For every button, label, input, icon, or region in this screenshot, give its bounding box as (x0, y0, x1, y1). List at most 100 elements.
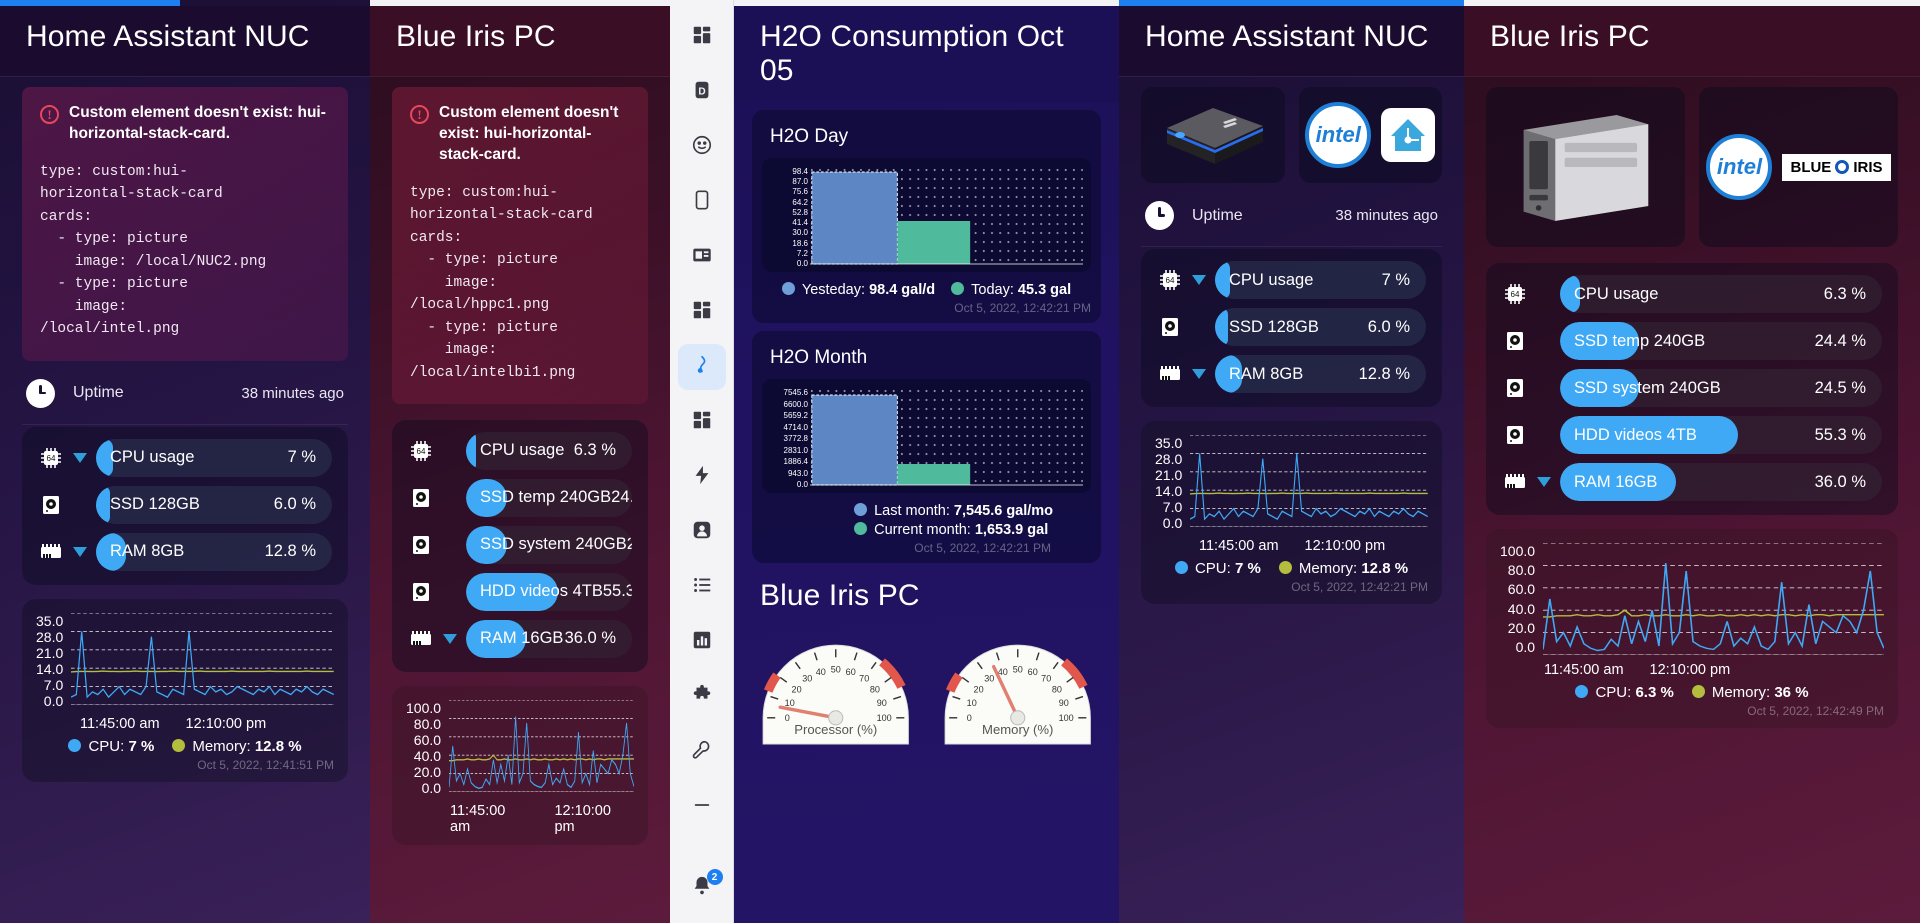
legend-swatch (1575, 685, 1589, 698)
bar-gauge-row[interactable]: RAM 16GB 36.0 % (408, 619, 632, 658)
sidebar-item-smiley[interactable] (678, 124, 726, 170)
sidebar-item-chart-bar[interactable] (678, 619, 726, 665)
bar-gauge-row[interactable]: RAM 8GB 12.8 % (38, 532, 332, 571)
sidebar-item-grid2[interactable] (678, 399, 726, 445)
legend-value: 1,653.9 gal (974, 522, 1049, 538)
sidebar-item-letter-d[interactable]: D (678, 69, 726, 115)
bar-gauge-row[interactable]: RAM 8GB 12.8 % (1157, 355, 1426, 393)
blue-iris-logo: BLUE IRIS (1782, 153, 1891, 181)
tile-nuc-device[interactable] (1141, 87, 1285, 183)
legend-value: 36 % (1774, 684, 1809, 701)
sidebar-item-tablet[interactable] (678, 179, 726, 225)
sidebar-item-grid[interactable] (678, 289, 726, 335)
device-tiles: intel BLUE IRIS (1464, 77, 1920, 247)
bar-track[interactable]: CPU usage 7 % (1215, 261, 1426, 299)
sidebar-item-puzzle[interactable] (678, 674, 726, 720)
x-tick-label: 12:10:00 pm (1649, 662, 1731, 678)
chart-timestamp: Oct 5, 2022, 12:42:49 PM (1747, 704, 1884, 718)
tile-intel-blueiris-logo[interactable]: intel BLUE IRIS (1699, 87, 1898, 247)
bar-gauge-row[interactable]: 64 CPU usage 6.3 % (408, 431, 632, 470)
sidebar-item-minus[interactable] (678, 784, 726, 830)
sidebar-item-list[interactable] (678, 564, 726, 610)
legend-value: 12.8 % (254, 737, 302, 755)
bar-track[interactable]: CPU usage 6.3 % (1560, 275, 1882, 313)
sidebar-item-media[interactable] (678, 234, 726, 280)
disk-icon (1157, 314, 1183, 340)
y-tick-label: 5659.2 (783, 411, 808, 420)
grid-icon (691, 299, 713, 326)
tile-logos[interactable]: intel (1298, 87, 1442, 183)
bar-track[interactable]: SSD 128GB 6.0 % (96, 485, 332, 524)
bar-gauge-row[interactable]: 64 CPU usage 6.3 % (1502, 275, 1882, 313)
bar-gauge-row[interactable]: 64 CPU usage 7 % (1157, 261, 1426, 299)
smiley-icon (691, 134, 713, 161)
svg-text:100: 100 (877, 713, 892, 723)
sidebar-notifications[interactable]: 2 (678, 865, 726, 911)
bar-gauge-row[interactable]: SSD 128GB 6.0 % (1157, 308, 1426, 346)
bar-track[interactable]: CPU usage 6.3 % (466, 431, 632, 470)
chart-plot[interactable] (71, 612, 334, 705)
column-accent-bar (734, 0, 1119, 6)
sidebar-item-dashboard[interactable] (678, 14, 726, 60)
svg-text:64: 64 (417, 447, 426, 456)
sidebar-item-music-note[interactable] (677, 344, 726, 390)
bar-value: 12.8 % (264, 542, 316, 561)
bar-value: 36.0 % (564, 629, 616, 648)
sidebar-item-person[interactable] (678, 509, 726, 555)
legend-item: Yesteday: 98.4 gal/d (781, 282, 935, 298)
legend-value: 6.3 % (1635, 684, 1674, 701)
chart-plot-wrap: 100.0 80.0 60.0 40.0 20.0 0.0 (1500, 543, 1884, 655)
x-tick-label: 11:45:00 am (450, 802, 506, 835)
sidebar-item-wrench[interactable] (678, 729, 726, 775)
y-tick-label: 80.0 (1507, 562, 1536, 579)
chart-x-axis: 11:45:00 am 12:10:00 pm (1155, 531, 1428, 554)
bar-track[interactable]: CPU usage 7 % (96, 438, 332, 477)
bar-gauge-row[interactable]: SSD 128GB 6.0 % (38, 485, 332, 524)
h2o-day-bars (810, 168, 1083, 268)
bar-track[interactable]: SSD 128GB 6.0 % (1215, 308, 1426, 346)
bar-track[interactable]: RAM 8GB 12.8 % (96, 532, 332, 571)
bar-fill (466, 619, 526, 658)
chart-plot[interactable] (1190, 435, 1428, 527)
chart-plot[interactable] (1543, 543, 1884, 655)
legend-value: 7 % (1234, 560, 1261, 577)
legend-swatch (951, 282, 965, 295)
gauge-memory[interactable]: 0 10 20 30 40 50 60 70 80 90 100 Memory (%) (932, 625, 1104, 746)
chart-plot[interactable] (449, 699, 634, 792)
column-home-assistant-nuc-right: Home Assistant NUC (1119, 0, 1464, 923)
bar-track[interactable]: RAM 8GB 12.8 % (1215, 355, 1426, 393)
column-header: Home Assistant NUC (0, 6, 370, 76)
y-tick-label: 0.0 (1515, 638, 1536, 655)
legend-value: 7,545.6 gal/mo (953, 503, 1054, 519)
y-tick-label: 60.0 (1507, 581, 1536, 598)
bar-fill (1560, 275, 1581, 313)
uptime-row[interactable]: Uptime 38 minutes ago (0, 361, 370, 424)
y-tick-label: 7545.6 (783, 388, 808, 397)
sidebar-item-lightning[interactable] (678, 454, 726, 500)
gauge-processor[interactable]: 0 10 20 30 40 50 60 70 80 90 100 Processor (%) (750, 625, 922, 746)
bar-value: 36.0 % (1814, 472, 1866, 491)
column-header: Blue Iris PC (1464, 6, 1920, 76)
bar-value: 24.5 % (1814, 378, 1866, 397)
bar-track[interactable]: RAM 16GB 36.0 % (1560, 463, 1882, 501)
legend-swatch (781, 282, 795, 295)
tile-hp-pc[interactable] (1486, 87, 1685, 247)
uptime-row[interactable]: Uptime 38 minutes ago (1119, 183, 1464, 246)
bar-track[interactable]: RAM 16GB 36.0 % (466, 619, 632, 658)
bar-gauge-row[interactable]: RAM 16GB 36.0 % (1502, 463, 1882, 501)
bar-gauge-row[interactable]: 64 CPU usage 7 % (38, 438, 332, 477)
